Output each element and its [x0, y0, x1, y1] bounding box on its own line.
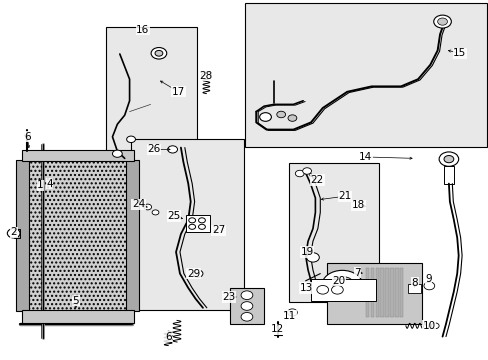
- Text: 23: 23: [222, 292, 235, 302]
- Text: 8: 8: [410, 278, 417, 288]
- Bar: [131, 139, 243, 310]
- Circle shape: [241, 302, 252, 310]
- Circle shape: [198, 224, 205, 229]
- Bar: [365, 268, 368, 317]
- Circle shape: [155, 50, 163, 56]
- Text: 14: 14: [358, 152, 372, 162]
- Circle shape: [198, 218, 205, 223]
- Circle shape: [321, 270, 362, 301]
- Circle shape: [287, 115, 296, 121]
- Bar: [443, 166, 453, 184]
- Bar: [310, 279, 375, 301]
- Circle shape: [423, 282, 434, 290]
- Circle shape: [188, 218, 195, 223]
- Circle shape: [438, 152, 458, 166]
- Circle shape: [338, 283, 346, 288]
- Bar: [21, 160, 134, 311]
- Circle shape: [430, 323, 438, 329]
- Circle shape: [193, 270, 203, 277]
- Bar: [380, 268, 383, 317]
- Circle shape: [306, 253, 319, 262]
- Circle shape: [302, 168, 311, 174]
- Circle shape: [295, 170, 304, 177]
- Bar: [394, 268, 398, 317]
- Circle shape: [259, 113, 271, 121]
- Text: 15: 15: [452, 48, 466, 58]
- Circle shape: [167, 146, 177, 153]
- Text: 10: 10: [422, 321, 435, 331]
- Bar: [245, 3, 486, 147]
- Circle shape: [151, 48, 166, 59]
- Text: 24: 24: [131, 199, 145, 210]
- Text: 29: 29: [186, 269, 200, 279]
- Circle shape: [152, 210, 159, 215]
- Circle shape: [126, 136, 135, 143]
- Text: 6: 6: [24, 132, 31, 142]
- Text: 28: 28: [199, 71, 213, 81]
- Text: 9: 9: [424, 274, 431, 284]
- Text: 4: 4: [46, 179, 53, 189]
- Text: 5: 5: [72, 296, 79, 306]
- Circle shape: [276, 111, 285, 118]
- Text: 12: 12: [270, 324, 284, 334]
- Bar: [289, 163, 378, 302]
- Bar: [375, 268, 378, 317]
- Bar: [185, 215, 210, 232]
- Bar: [389, 268, 393, 317]
- Circle shape: [316, 285, 328, 294]
- Bar: [21, 310, 134, 323]
- Text: 7: 7: [353, 267, 360, 278]
- Bar: [16, 160, 29, 311]
- Circle shape: [143, 204, 151, 210]
- Text: 11: 11: [282, 311, 296, 321]
- Circle shape: [329, 276, 354, 294]
- Bar: [126, 160, 139, 311]
- Bar: [399, 268, 403, 317]
- Bar: [407, 284, 420, 293]
- Text: 27: 27: [211, 225, 225, 235]
- Text: 19: 19: [300, 247, 313, 257]
- Text: 20: 20: [332, 276, 345, 286]
- Bar: [105, 27, 196, 166]
- Circle shape: [112, 150, 122, 157]
- Text: 17: 17: [171, 87, 185, 97]
- Text: 26: 26: [147, 144, 161, 154]
- Circle shape: [188, 224, 195, 229]
- Circle shape: [287, 309, 297, 316]
- Text: 6: 6: [164, 332, 171, 342]
- Bar: [326, 263, 421, 324]
- Text: 22: 22: [310, 175, 324, 185]
- Text: 1: 1: [37, 180, 44, 190]
- Text: 13: 13: [299, 283, 313, 293]
- Bar: [229, 288, 264, 324]
- Circle shape: [241, 312, 252, 321]
- Text: 25: 25: [167, 211, 181, 221]
- Bar: [21, 150, 134, 161]
- Bar: [385, 268, 388, 317]
- Circle shape: [437, 18, 447, 25]
- Circle shape: [443, 156, 453, 163]
- Circle shape: [433, 15, 450, 28]
- Circle shape: [331, 285, 343, 294]
- Circle shape: [201, 72, 211, 79]
- Circle shape: [7, 229, 20, 238]
- Circle shape: [241, 291, 252, 300]
- Text: 2: 2: [10, 227, 17, 237]
- Text: 21: 21: [338, 191, 351, 201]
- Bar: [370, 268, 373, 317]
- Text: 18: 18: [351, 200, 365, 210]
- Text: 16: 16: [136, 25, 149, 35]
